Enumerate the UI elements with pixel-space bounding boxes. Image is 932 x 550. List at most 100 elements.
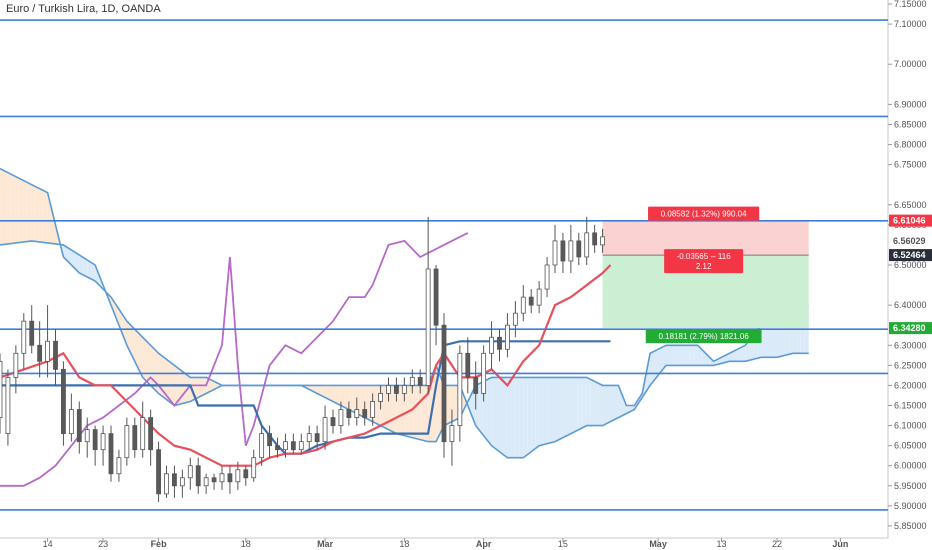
candles-layer xyxy=(0,216,605,502)
cloud-segment xyxy=(150,345,155,390)
cloud-segment xyxy=(574,377,579,432)
candle-body xyxy=(187,465,193,479)
cloud-segment xyxy=(646,353,651,392)
cloud-segment xyxy=(325,385,329,400)
cloud-segment xyxy=(491,377,496,449)
y-tick-label: 6.80000 xyxy=(894,140,927,150)
candle-body xyxy=(219,473,225,483)
cloud-segment xyxy=(547,377,551,444)
x-tick-label: 14 xyxy=(43,539,53,549)
candle-body xyxy=(584,232,590,258)
grid-layer xyxy=(0,0,889,539)
cloud-segment xyxy=(562,377,567,438)
cloud-segment xyxy=(773,321,777,358)
cloud-segment xyxy=(202,377,207,396)
candle-body xyxy=(394,385,399,394)
cloud-segment xyxy=(380,385,385,428)
stop-label-box xyxy=(648,206,760,221)
candle-body xyxy=(417,377,423,386)
y-tick-label: 5.85000 xyxy=(894,521,927,531)
candle-body xyxy=(0,360,3,418)
candle-body xyxy=(259,433,265,459)
cloud-segment xyxy=(392,385,397,434)
candle-body xyxy=(156,449,161,495)
cloud-segment xyxy=(4,170,8,245)
ichimoku-cloud-layer xyxy=(0,167,810,459)
candle-body xyxy=(512,312,518,326)
cloud-segment xyxy=(87,260,92,279)
candle-body xyxy=(140,417,146,451)
candle-body xyxy=(505,324,510,350)
cloud-segment xyxy=(154,349,159,394)
candle-body xyxy=(243,469,249,479)
cloud-segment xyxy=(51,208,56,244)
candle-body xyxy=(298,441,304,451)
candle-body xyxy=(164,473,169,495)
y-tick-label: 6.25000 xyxy=(894,360,927,370)
y-tick-label: 6.20000 xyxy=(894,380,927,390)
y-tick-label: 5.95000 xyxy=(894,481,927,491)
price-label-box xyxy=(889,322,932,335)
cloud-segment xyxy=(606,385,611,424)
cloud-segment xyxy=(451,385,456,422)
cloud-segment xyxy=(677,345,682,366)
cloud-segment xyxy=(23,180,28,242)
candle-body xyxy=(203,477,209,487)
cloud-segment xyxy=(39,188,44,243)
cloud-segment xyxy=(666,345,670,366)
cloud-segment xyxy=(670,345,674,366)
cloud-segment xyxy=(479,381,484,436)
cloud-segment xyxy=(198,377,203,398)
x-tick-label: Mar xyxy=(317,539,334,549)
ratio-label-text: 2.12 xyxy=(696,262,712,271)
position-zones[interactable] xyxy=(602,220,809,329)
candle-body xyxy=(552,240,558,266)
cloud-segment xyxy=(348,385,353,412)
candle-body xyxy=(29,320,35,346)
cloud-segment xyxy=(309,385,314,392)
candle-body xyxy=(401,385,407,394)
candle-body xyxy=(322,417,328,443)
ratio-label-box xyxy=(664,249,744,274)
cloud-segment xyxy=(31,184,36,242)
cloud-segment xyxy=(376,385,381,426)
candle-body xyxy=(497,336,502,350)
candle-body xyxy=(600,236,605,246)
cloud-segment xyxy=(697,345,702,366)
x-tick-label: 15 xyxy=(558,539,568,549)
candle-body xyxy=(211,477,217,483)
candle-body xyxy=(116,457,122,475)
price-label-plain: 6.56029 xyxy=(893,236,926,246)
cloud-segment xyxy=(689,345,694,366)
x-tick-label: Apr xyxy=(476,539,492,549)
cloud-segment xyxy=(539,377,544,446)
candle-body xyxy=(267,433,272,447)
price-axis[interactable]: 7.15000 7.10000 7.00000 6.90000 6.85000 6.800… xyxy=(888,0,932,531)
cloud-segment xyxy=(590,379,595,426)
cloud-segment xyxy=(555,377,559,442)
cloud-segment xyxy=(594,381,599,426)
candle-body xyxy=(568,240,574,262)
candle-body xyxy=(544,264,550,290)
cloud-segment xyxy=(535,377,540,449)
cloud-segment xyxy=(622,395,627,416)
cloud-segment xyxy=(475,383,480,431)
cloud-segment xyxy=(146,341,151,386)
y-tick-label: 6.85000 xyxy=(894,119,927,129)
candle-body xyxy=(592,232,598,246)
cloud-segment xyxy=(503,377,508,458)
cloud-segment xyxy=(210,379,215,392)
cloud-segment xyxy=(467,393,472,416)
candle-body xyxy=(338,409,344,426)
cloud-segment xyxy=(737,347,742,362)
tenkan-sen-line xyxy=(0,264,612,467)
chart-title: Euro / Turkish Lira, 1D, OANDA xyxy=(6,3,161,15)
cloud-segment xyxy=(356,385,361,416)
candle-body xyxy=(148,417,154,451)
ratio-label-text: -0.03565 -- 116 xyxy=(677,252,732,261)
cloud-segment xyxy=(43,190,48,243)
time-axis[interactable]: 14 23 Feb 18 Mar 18 Apr 15 May 13 22 Jun xyxy=(43,538,849,549)
cloud-segment xyxy=(745,340,750,362)
cloud-segment xyxy=(7,172,12,244)
